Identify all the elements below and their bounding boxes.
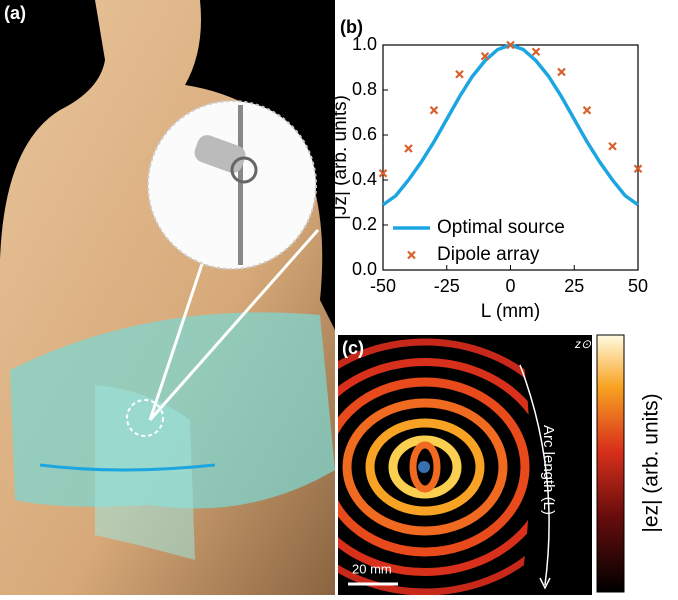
y-tick-label: 0.4 — [352, 169, 377, 189]
scale-bar-label: 20 mm — [352, 561, 392, 576]
y-tick-label: 1.0 — [352, 34, 377, 54]
x-tick-label: 0 — [505, 276, 515, 296]
colorbar-label: |ez| (arb. units) — [640, 393, 663, 532]
marker — [431, 107, 438, 114]
y-axis-label: |Jz| (arb. units) — [330, 95, 351, 220]
legend-label: Dipole array — [437, 244, 540, 265]
panel-label: (a) — [4, 3, 26, 23]
marker — [533, 48, 540, 55]
axis-symbol: z⊙ — [574, 337, 592, 351]
x-axis-label: L (mm) — [481, 301, 540, 322]
marker — [405, 145, 412, 152]
legend-swatch — [408, 252, 415, 259]
line — [383, 45, 638, 205]
figure: 20 mm z⊙ Arc length (L) |ez| (arb. units… — [0, 0, 678, 595]
marker — [456, 71, 463, 78]
y-tick-label: 0.2 — [352, 214, 377, 234]
marker — [609, 143, 616, 150]
y-tick-label: 0.8 — [352, 79, 377, 99]
torso-render — [0, 0, 335, 595]
panel-label: (c) — [342, 338, 364, 358]
marker — [558, 69, 565, 76]
x-tick-label: -50 — [370, 276, 396, 296]
y-tick-label: 0.6 — [352, 124, 377, 144]
x-tick-label: 25 — [564, 276, 584, 296]
x-tick-label: 50 — [628, 276, 648, 296]
x-tick-label: -25 — [434, 276, 460, 296]
marker — [584, 107, 591, 114]
legend-label: Optimal source — [437, 217, 565, 238]
arc-label: Arc length (L) — [540, 425, 557, 515]
